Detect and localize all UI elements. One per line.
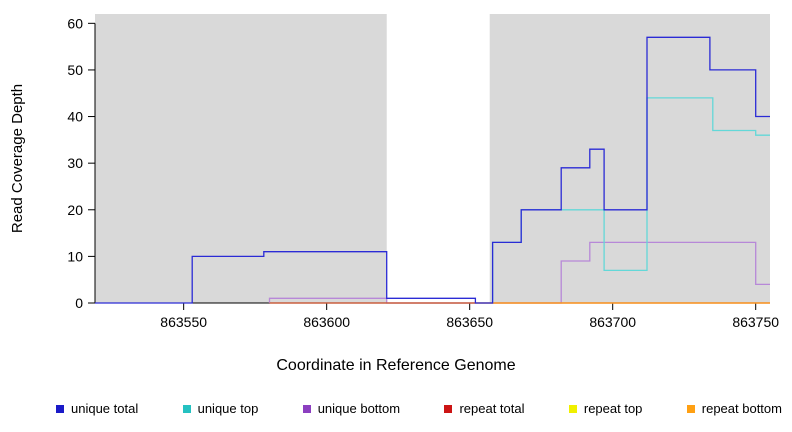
y-tick-label: 50 <box>67 62 83 78</box>
legend-swatch-unique-top <box>182 404 191 413</box>
series-unique-bottom-line <box>268 241 770 304</box>
legend-label: unique top <box>197 401 259 416</box>
y-tick-label: 30 <box>67 155 83 171</box>
x-tick-label: 863650 <box>446 314 493 330</box>
legend-item-unique-bottom: unique bottom <box>302 401 401 416</box>
x-tick-label: 863750 <box>732 314 779 330</box>
x-tick-label: 863550 <box>160 314 207 330</box>
y-tick-label: 0 <box>75 295 83 311</box>
series-unique-total-line <box>95 36 770 304</box>
legend-swatch-unique-total <box>56 404 64 413</box>
legend-label: repeat bottom <box>701 401 782 416</box>
legend-label: unique bottom <box>317 401 401 416</box>
legend-item-repeat-total: repeat total <box>444 401 525 416</box>
chart-legend: unique total unique top unique bottom repea… <box>0 401 792 416</box>
coverage-step-chart: 0 10 20 30 40 50 60 863550 863600 863650 863700 863… <box>9 14 779 330</box>
legend-swatch-unique-bottom <box>302 404 311 413</box>
legend-label: unique total <box>71 401 139 416</box>
legend-item-repeat-top: repeat top <box>568 401 643 416</box>
x-tick-label: 863700 <box>589 314 636 330</box>
y-tick-label: 20 <box>67 202 83 218</box>
legend-item-unique-top: unique top <box>182 401 259 416</box>
y-tick-label: 60 <box>67 15 83 31</box>
legend-swatch-repeat-top <box>568 404 577 413</box>
legend-swatch-repeat-bottom <box>686 404 695 413</box>
y-axis-title: Read Coverage Depth <box>9 84 26 233</box>
masked-no-data-region <box>386 14 490 303</box>
y-tick-label: 10 <box>67 248 83 264</box>
legend-item-repeat-bottom: repeat bottom <box>686 401 782 416</box>
x-axis-title: Coordinate in Reference Genome <box>276 357 516 374</box>
legend-label: repeat total <box>459 401 525 416</box>
legend-swatch-repeat-total <box>444 404 453 413</box>
legend-label: repeat top <box>583 401 643 416</box>
y-tick-label: 40 <box>67 109 83 125</box>
x-tick-label: 863600 <box>303 314 350 330</box>
legend-item-unique-total: unique total <box>56 401 138 416</box>
